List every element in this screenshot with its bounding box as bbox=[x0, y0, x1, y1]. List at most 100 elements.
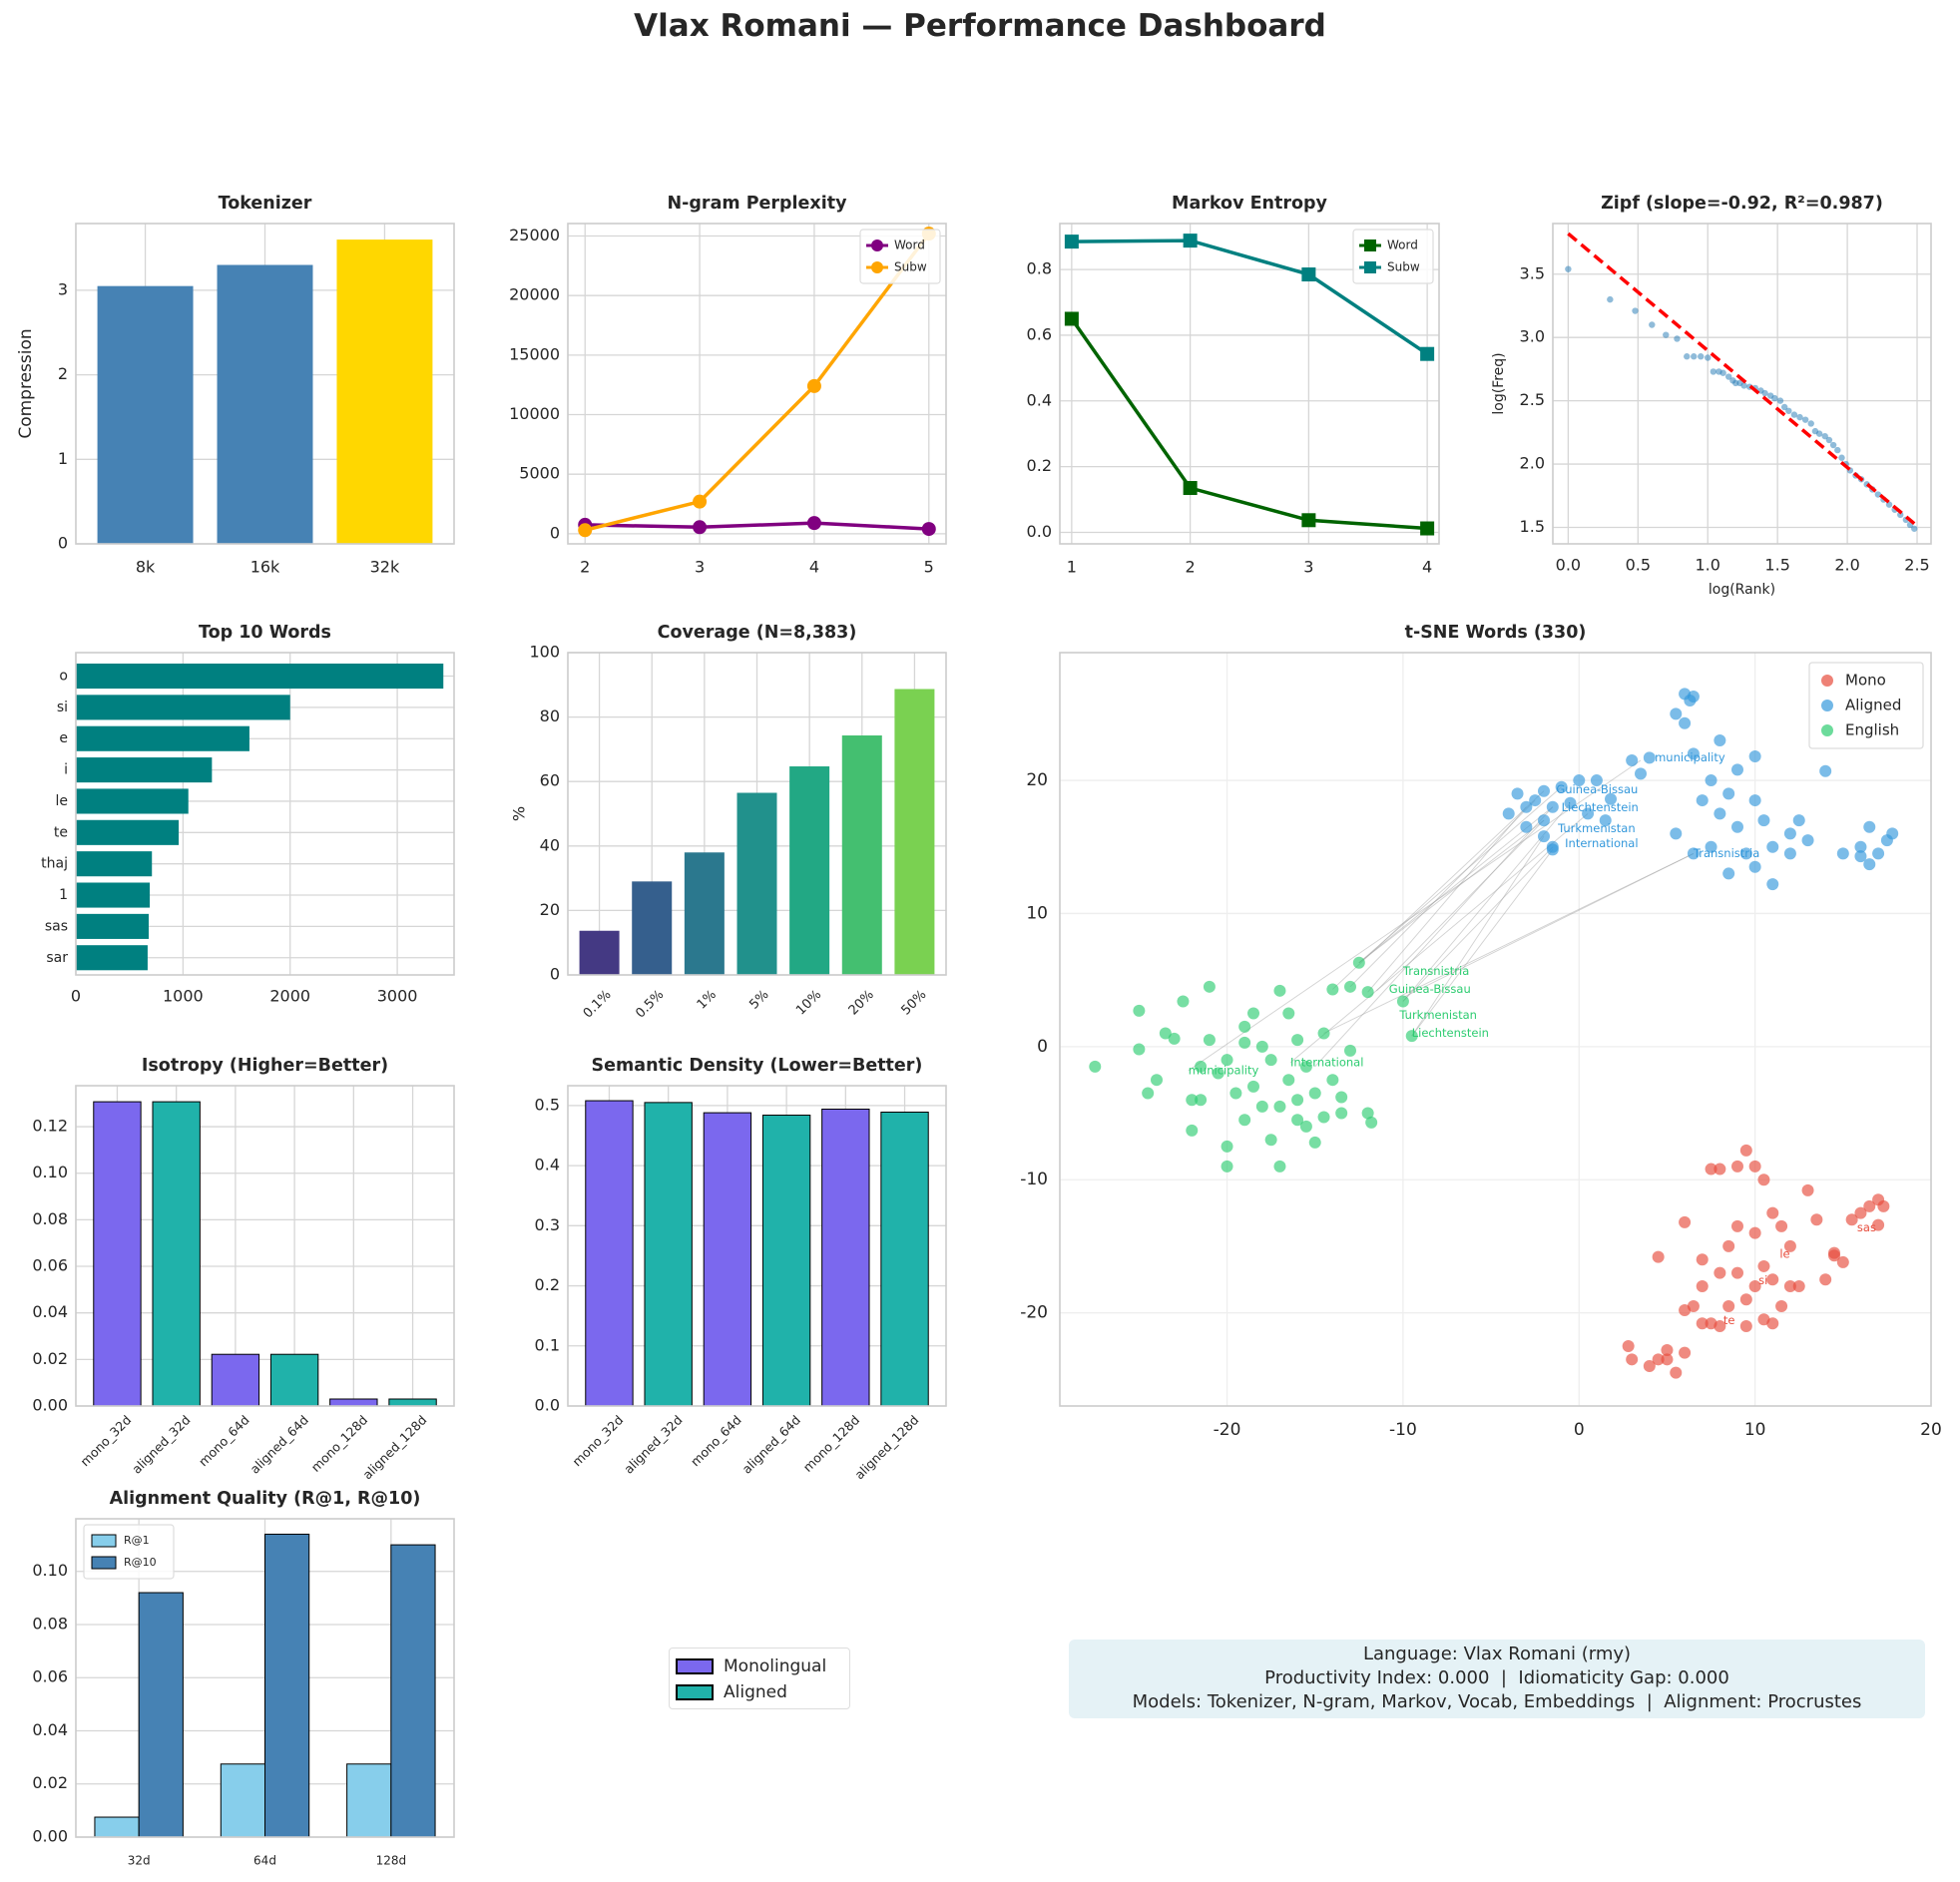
tsne-point-mono bbox=[1661, 1353, 1674, 1366]
y-tick-label: 15000 bbox=[509, 344, 560, 363]
tsne-point-english bbox=[1282, 1074, 1295, 1087]
axes-frame bbox=[75, 1085, 455, 1407]
tsne-point-english bbox=[1326, 983, 1339, 996]
tsne-point-aligned bbox=[1714, 807, 1726, 820]
axes-frame bbox=[1552, 223, 1932, 545]
y-tick-label: -10 bbox=[1020, 1170, 1048, 1189]
dashboard-title: Vlax Romani — Performance Dashboard bbox=[634, 8, 1326, 44]
tsne-point-mono bbox=[1863, 1199, 1876, 1212]
bar-coverage bbox=[632, 881, 673, 975]
tsne-point-mono bbox=[1854, 1206, 1867, 1219]
bar-16k bbox=[217, 264, 313, 544]
x-tick-label: mono_64d bbox=[688, 1412, 744, 1469]
legend-swatch bbox=[91, 1556, 117, 1570]
bar-mono_32d bbox=[585, 1100, 634, 1407]
legend-label: Subw bbox=[894, 260, 927, 274]
tsne-point-aligned bbox=[1564, 796, 1577, 809]
tsne-point-english bbox=[1299, 1120, 1312, 1133]
y-tick-label: 60 bbox=[540, 771, 560, 790]
y-tick-label: 25000 bbox=[509, 226, 560, 244]
y-tick-label: -20 bbox=[1020, 1303, 1048, 1323]
y-tick-label: sar bbox=[46, 950, 68, 966]
tsne-point-aligned bbox=[1529, 794, 1542, 807]
x-tick-label: 2 bbox=[580, 558, 590, 577]
tsne-point-mono bbox=[1766, 1206, 1779, 1219]
tsne-point-mono bbox=[1775, 1299, 1788, 1312]
tsne-point-mono bbox=[1705, 1163, 1717, 1176]
x-tick-label: 32d bbox=[128, 1854, 151, 1868]
data-point bbox=[1183, 481, 1198, 496]
alignment-link bbox=[1411, 835, 1545, 1037]
y-tick-label: 0.3 bbox=[535, 1215, 560, 1234]
y-tick-label: te bbox=[54, 824, 68, 840]
x-tick-label: mono_64d bbox=[196, 1412, 252, 1469]
tsne-point-mono bbox=[1622, 1339, 1635, 1352]
bar-mono_32d bbox=[93, 1101, 142, 1407]
tsne-point-english bbox=[1273, 1160, 1286, 1173]
y-tick-label: 80 bbox=[540, 706, 560, 725]
tsne-point-english bbox=[1273, 984, 1286, 997]
tsne-point-english bbox=[1352, 956, 1365, 969]
tsne-point-aligned bbox=[1538, 784, 1550, 797]
tsne-point-mono bbox=[1872, 1218, 1885, 1231]
tsne-point-aligned bbox=[1546, 800, 1559, 813]
tsne-point-aligned bbox=[1582, 807, 1595, 820]
tsne-point-mono bbox=[1766, 1317, 1779, 1330]
y-axis-label: Compression bbox=[16, 328, 36, 438]
bar-coverage bbox=[736, 792, 777, 975]
tsne-point-aligned bbox=[1766, 840, 1779, 853]
alignment-link bbox=[1358, 806, 1554, 964]
tsne-point-aligned bbox=[1705, 840, 1717, 853]
bar-aligned_32d bbox=[152, 1101, 201, 1407]
y-tick-label: le bbox=[55, 793, 68, 809]
tsne-point-aligned bbox=[1670, 827, 1683, 840]
y-tick-label: thaj bbox=[41, 856, 68, 872]
tsne-point-english bbox=[1238, 1114, 1251, 1127]
x-tick-label: aligned_32d bbox=[621, 1412, 685, 1476]
x-tick-label: 32k bbox=[370, 558, 400, 577]
tsne-point-english bbox=[1221, 1140, 1233, 1153]
chart-title: Semantic Density (Lower=Better) bbox=[592, 1056, 923, 1076]
tsne-word-label: municipality bbox=[1655, 750, 1725, 764]
legend-marker bbox=[1821, 700, 1833, 711]
y-tick-label: 0 bbox=[550, 523, 560, 542]
zipf-point bbox=[1796, 413, 1803, 421]
tsne-point-aligned bbox=[1766, 878, 1779, 891]
x-tick-label: 10 bbox=[1744, 1420, 1766, 1440]
y-tick-label: si bbox=[57, 700, 68, 715]
tsne-point-mono bbox=[1757, 1259, 1770, 1272]
tsne-word-label: sas bbox=[1857, 1220, 1876, 1234]
zipf-point bbox=[1698, 353, 1705, 360]
data-point bbox=[921, 522, 936, 537]
tsne-point-english bbox=[1308, 1087, 1321, 1100]
tsne-point-aligned bbox=[1739, 847, 1752, 860]
alignment-link bbox=[1289, 813, 1589, 1064]
tsne-point-mono bbox=[1679, 1346, 1692, 1359]
tsne-point-aligned bbox=[1731, 820, 1743, 833]
tsne-point-aligned bbox=[1546, 843, 1559, 856]
chart-title: Tokenizer bbox=[219, 194, 312, 214]
legend-label: R@1 bbox=[124, 1534, 150, 1547]
axes-frame bbox=[567, 1085, 947, 1407]
tsne-point-aligned bbox=[1731, 763, 1743, 776]
series-line-subw bbox=[584, 233, 931, 532]
tsne-point-mono bbox=[1731, 1160, 1743, 1173]
bar-i bbox=[76, 757, 213, 783]
legend-label: Aligned bbox=[724, 1682, 787, 1702]
tsne-point-english bbox=[1282, 1007, 1295, 1020]
x-tick-label: 0 bbox=[71, 987, 81, 1006]
tsne-point-english bbox=[1229, 1087, 1242, 1100]
tsne-point-aligned bbox=[1520, 800, 1533, 813]
bar-8k bbox=[97, 285, 194, 544]
axes-frame bbox=[1059, 223, 1440, 545]
alignment-link bbox=[1402, 846, 1554, 1002]
x-tick-label: 50% bbox=[898, 987, 929, 1018]
tsne-point-mono bbox=[1696, 1279, 1709, 1292]
tsne-point-mono bbox=[1652, 1353, 1665, 1366]
y-tick-label: 20 bbox=[540, 900, 560, 919]
tsne-point-aligned bbox=[1722, 787, 1735, 800]
x-tick-label: 1 bbox=[1067, 558, 1077, 577]
y-tick-label: 1 bbox=[59, 887, 68, 903]
x-tick-label: 0.5% bbox=[633, 987, 667, 1021]
tsne-point-english bbox=[1247, 1007, 1259, 1020]
